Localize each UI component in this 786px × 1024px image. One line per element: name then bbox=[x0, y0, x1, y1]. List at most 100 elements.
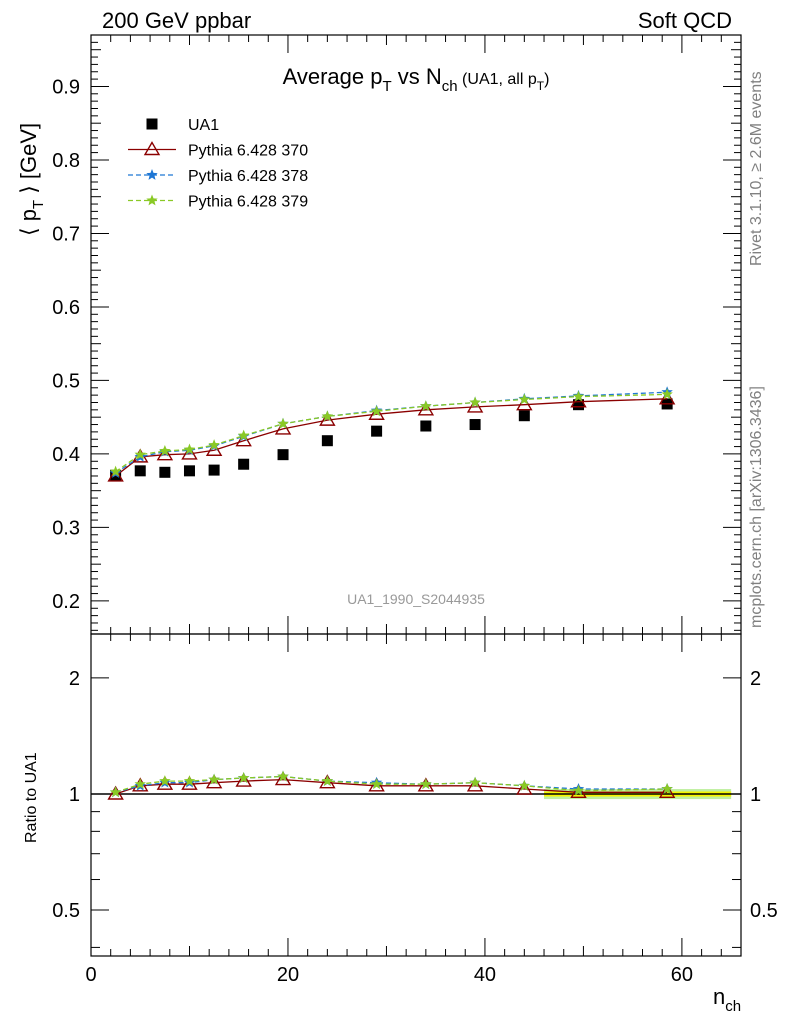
series-line bbox=[115, 393, 668, 473]
ratio-data-point bbox=[159, 775, 171, 786]
ratio-data-point bbox=[237, 772, 250, 783]
series-line bbox=[115, 398, 668, 477]
data-point bbox=[321, 410, 334, 422]
analysis-id-watermark: UA1_1990_S2044935 bbox=[347, 591, 485, 607]
ratio-data-point bbox=[208, 773, 220, 785]
data-point bbox=[516, 396, 533, 411]
rivet-version-label: Rivet 3.1.10, ≥ 2.6M events bbox=[748, 71, 765, 266]
ratio-data-point bbox=[274, 771, 292, 786]
legend-entry: Pythia 6.428 378 bbox=[128, 168, 308, 185]
x-axis-label: nch bbox=[713, 984, 741, 1015]
ratio-data-point bbox=[370, 778, 383, 790]
ratio-series-line bbox=[115, 775, 668, 793]
data-point bbox=[469, 419, 481, 431]
ratio-data-point bbox=[661, 783, 673, 794]
ratio-data-point bbox=[420, 778, 432, 790]
data-point bbox=[156, 446, 174, 461]
y-tick-label: 0.3 bbox=[52, 517, 80, 539]
data-point bbox=[466, 398, 484, 413]
mcplots-source-label: mcplots.cern.ch [arXiv:1306.3436] bbox=[748, 386, 765, 628]
data-point bbox=[417, 401, 435, 416]
ratio-data-point bbox=[658, 783, 676, 799]
ratio-y-tick-label: 2 bbox=[69, 668, 80, 690]
data-point bbox=[319, 411, 336, 426]
ratio-data-point bbox=[156, 775, 174, 790]
chart-title: Average pT vs Nch (UA1, all pT) bbox=[283, 64, 550, 95]
ratio-panel-frame bbox=[90, 633, 742, 957]
ratio-data-point bbox=[205, 774, 223, 789]
data-point bbox=[277, 449, 289, 461]
data-point bbox=[205, 441, 223, 456]
data-point bbox=[368, 405, 385, 420]
legend-entry: UA1 bbox=[146, 117, 219, 134]
legend-marker bbox=[146, 169, 158, 180]
data-point bbox=[274, 420, 292, 435]
ratio-data-point bbox=[516, 780, 533, 795]
header-right-label: Soft QCD bbox=[638, 8, 732, 33]
data-point bbox=[109, 465, 122, 477]
ratio-data-point bbox=[570, 783, 587, 799]
ratio-data-point bbox=[181, 775, 198, 790]
data-point bbox=[183, 443, 196, 455]
data-point bbox=[371, 425, 383, 437]
data-point bbox=[134, 448, 146, 460]
series-1 bbox=[107, 390, 676, 482]
ratio-data-point bbox=[469, 776, 481, 788]
data-point bbox=[159, 466, 171, 478]
legend-entry: Pythia 6.428 379 bbox=[128, 194, 308, 211]
ratio-data-point bbox=[518, 779, 530, 791]
ratio-series-0 bbox=[107, 771, 676, 800]
ratio-y-tick-label: 0.5 bbox=[52, 900, 80, 922]
legend-label: Pythia 6.428 379 bbox=[188, 194, 308, 211]
x-tick-label: 60 bbox=[671, 964, 693, 986]
data-point bbox=[208, 439, 220, 450]
ratio-series-2 bbox=[109, 770, 673, 798]
data-point bbox=[181, 445, 198, 460]
main-panel: 0.2 0.3 0.4 0.5 0.6 0.7 0.8 0.9 bbox=[52, 34, 742, 635]
y-tick-label: 0.5 bbox=[52, 370, 80, 392]
data-point bbox=[159, 445, 171, 456]
series-0 bbox=[110, 398, 673, 481]
ratio-y-tick-label-right: 2 bbox=[750, 668, 761, 690]
data-point bbox=[518, 393, 530, 405]
data-point bbox=[183, 465, 195, 477]
y-tick-label: 0.4 bbox=[52, 444, 80, 466]
ratio-panel: 0 20 40 60 0.5 0.5 1 1 2 2 bbox=[52, 633, 778, 986]
legend-marker bbox=[143, 141, 161, 156]
ratio-data-point bbox=[321, 775, 334, 786]
data-point bbox=[658, 390, 676, 405]
x-tick-label: 40 bbox=[474, 964, 496, 986]
ratio-data-point bbox=[107, 785, 124, 800]
y-tick-label: 0.2 bbox=[52, 591, 80, 613]
data-point bbox=[420, 400, 432, 411]
data-point bbox=[661, 388, 673, 400]
legend-marker bbox=[146, 118, 158, 130]
legend: UA1 Pythia 6.428 370 Pythia 6.428 378 Pythi… bbox=[128, 117, 308, 211]
data-point bbox=[321, 435, 333, 447]
data-point bbox=[134, 465, 146, 477]
legend-label: Pythia 6.428 370 bbox=[188, 143, 308, 160]
data-point bbox=[277, 417, 289, 429]
data-point bbox=[107, 467, 124, 482]
ratio-data-point bbox=[183, 775, 196, 786]
data-point bbox=[469, 396, 481, 408]
ratio-y-axis-label: Ratio to UA1 bbox=[23, 752, 40, 843]
data-point bbox=[420, 420, 432, 432]
header-left-label: 200 GeV ppbar bbox=[102, 8, 251, 33]
ratio-y-tick-label-right: 0.5 bbox=[750, 900, 778, 922]
data-point bbox=[570, 393, 587, 408]
series-2 bbox=[109, 386, 673, 478]
ratio-data-point bbox=[235, 772, 252, 787]
x-tick-label: 20 bbox=[277, 964, 299, 986]
data-point bbox=[237, 429, 250, 441]
data-point bbox=[208, 464, 220, 476]
ratio-y-tick-label-right: 1 bbox=[750, 784, 761, 806]
y-tick-label: 0.7 bbox=[52, 223, 80, 245]
y-tick-label: 0.9 bbox=[52, 76, 80, 98]
y-axis-label: ⟨ pT ⟩ [GeV] bbox=[16, 123, 47, 236]
legend-label: Pythia 6.428 378 bbox=[188, 168, 308, 185]
ratio-data-point bbox=[109, 786, 122, 798]
ratio-data-point bbox=[277, 770, 289, 782]
y-tick-label: 0.6 bbox=[52, 297, 80, 319]
